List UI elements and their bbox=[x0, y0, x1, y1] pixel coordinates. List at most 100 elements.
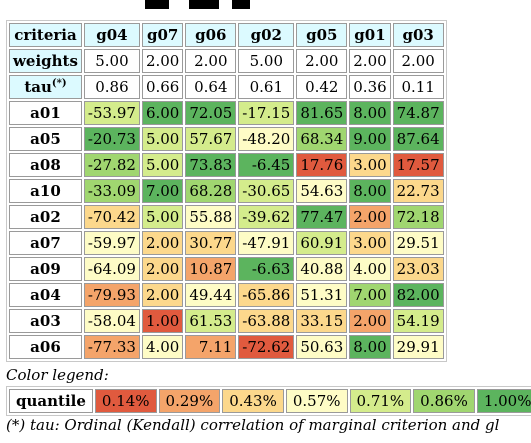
weight-value: 2.00 bbox=[141, 49, 184, 73]
tau-value: 0.36 bbox=[349, 75, 391, 99]
performance-cell: 87.64 bbox=[392, 127, 444, 151]
action-label: a04 bbox=[9, 283, 82, 307]
performance-cell: 9.00 bbox=[349, 127, 391, 151]
performance-cell: -77.33 bbox=[83, 335, 140, 359]
action-label: a08 bbox=[9, 153, 82, 177]
weight-value: 5.00 bbox=[238, 49, 295, 73]
performance-cell: 29.51 bbox=[392, 231, 444, 255]
table-row: a07 -59.97 2.00 30.77 -47.91 60.91 3.00 29.51 bbox=[9, 231, 444, 255]
tau-label: tau(*) bbox=[9, 75, 82, 99]
footnote: (*) tau: Ordinal (Kendall) correlation o… bbox=[6, 416, 500, 434]
table-row: a10 -33.09 7.00 68.28 -30.65 54.63 8.00 22.73 bbox=[9, 179, 444, 203]
criterion-header-g04: g04 bbox=[83, 23, 140, 47]
performance-cell: 50.63 bbox=[296, 335, 348, 359]
color-legend-title: Color legend: bbox=[6, 366, 109, 384]
performance-cell: 7.00 bbox=[349, 283, 391, 307]
performance-cell: 8.00 bbox=[349, 179, 391, 203]
table-row: a09 -64.09 2.00 10.87 -6.63 40.88 4.00 23.03 bbox=[9, 257, 444, 281]
action-label: a06 bbox=[9, 335, 82, 359]
performance-cell: 5.00 bbox=[141, 127, 184, 151]
performance-rows: a01 -53.97 6.00 72.05 -17.15 81.65 8.00 74.87 a0… bbox=[9, 101, 444, 359]
performance-cell: -47.91 bbox=[238, 231, 295, 255]
performance-cell: 77.47 bbox=[296, 205, 348, 229]
performance-cell: 4.00 bbox=[349, 257, 391, 281]
table-row: a04 -79.93 2.00 49.44 -65.86 51.31 7.00 82.00 bbox=[9, 283, 444, 307]
performance-cell: 2.00 bbox=[141, 257, 184, 281]
performance-cell: 6.00 bbox=[141, 101, 184, 125]
criterion-header-g05: g05 bbox=[296, 23, 348, 47]
performance-cell: 2.00 bbox=[349, 309, 391, 333]
performance-cell: 17.57 bbox=[392, 153, 444, 177]
performance-cell: -65.86 bbox=[238, 283, 295, 307]
weights-label: weights bbox=[9, 49, 82, 73]
performance-cell: 2.00 bbox=[141, 283, 184, 307]
action-label: a05 bbox=[9, 127, 82, 151]
table-row: a02 -70.42 5.00 55.88 -39.62 77.47 2.00 72.18 bbox=[9, 205, 444, 229]
performance-cell: 8.00 bbox=[349, 335, 391, 359]
performance-cell: -20.73 bbox=[83, 127, 140, 151]
performance-cell: 68.34 bbox=[296, 127, 348, 151]
performance-cell: 3.00 bbox=[349, 231, 391, 255]
performance-cell: 23.03 bbox=[392, 257, 444, 281]
weights-row: weights 5.00 2.00 2.00 5.00 2.00 2.00 2.00 bbox=[9, 49, 444, 73]
performance-cell: -48.20 bbox=[238, 127, 295, 151]
performance-cell: 4.00 bbox=[141, 335, 184, 359]
performance-cell: -59.97 bbox=[83, 231, 140, 255]
criterion-header-g06: g06 bbox=[185, 23, 237, 47]
action-label: a03 bbox=[9, 309, 82, 333]
performance-cell: -58.04 bbox=[83, 309, 140, 333]
performance-cell: -39.62 bbox=[238, 205, 295, 229]
action-label: a10 bbox=[9, 179, 82, 203]
legend-swatch: 0.86% bbox=[413, 389, 475, 413]
tau-value: 0.86 bbox=[83, 75, 140, 99]
performance-cell: 8.00 bbox=[349, 101, 391, 125]
performance-cell: 7.00 bbox=[141, 179, 184, 203]
performance-cell: -27.82 bbox=[83, 153, 140, 177]
quantile-label: quantile bbox=[9, 389, 93, 413]
performance-cell: 5.00 bbox=[141, 153, 184, 177]
legend-swatch: 0.29% bbox=[158, 389, 221, 413]
performance-cell: 81.65 bbox=[296, 101, 348, 125]
weight-value: 5.00 bbox=[83, 49, 140, 73]
tau-value: 0.64 bbox=[185, 75, 237, 99]
weight-value: 2.00 bbox=[392, 49, 444, 73]
tau-value: 0.11 bbox=[392, 75, 444, 99]
performance-cell: 60.91 bbox=[296, 231, 348, 255]
performance-cell: 17.76 bbox=[296, 153, 348, 177]
performance-cell: 29.91 bbox=[392, 335, 444, 359]
criterion-header-g03: g03 bbox=[392, 23, 444, 47]
performance-cell: 74.87 bbox=[392, 101, 444, 125]
action-label: a01 bbox=[9, 101, 82, 125]
performance-cell: 57.67 bbox=[185, 127, 237, 151]
action-label: a09 bbox=[9, 257, 82, 281]
performance-cell: 49.44 bbox=[185, 283, 237, 307]
weight-value: 2.00 bbox=[296, 49, 348, 73]
performance-cell: 54.63 bbox=[296, 179, 348, 203]
performance-cell: 1.00 bbox=[141, 309, 184, 333]
legend-swatch: 0.14% bbox=[94, 389, 157, 413]
performance-cell: -6.63 bbox=[238, 257, 295, 281]
performance-cell: 10.87 bbox=[185, 257, 237, 281]
performance-cell: 61.53 bbox=[185, 309, 237, 333]
legend-swatch: 0.43% bbox=[222, 389, 284, 413]
criterion-header-g02: g02 bbox=[238, 23, 295, 47]
performance-cell: -70.42 bbox=[83, 205, 140, 229]
performance-cell: 51.31 bbox=[296, 283, 348, 307]
color-legend: quantile 0.14% 0.29% 0.43% 0.57% 0.71% 0.86% 1… bbox=[6, 386, 531, 416]
performance-cell: 54.19 bbox=[392, 309, 444, 333]
performance-cell: -64.09 bbox=[83, 257, 140, 281]
table-row: a05 -20.73 5.00 57.67 -48.20 68.34 9.00 87.64 bbox=[9, 127, 444, 151]
performance-cell: 55.88 bbox=[185, 205, 237, 229]
performance-cell: 68.28 bbox=[185, 179, 237, 203]
performance-cell: -30.65 bbox=[238, 179, 295, 203]
weight-value: 2.00 bbox=[349, 49, 391, 73]
table-row: a08 -27.82 5.00 73.83 -6.45 17.76 3.00 17.57 bbox=[9, 153, 444, 177]
performance-cell: 82.00 bbox=[392, 283, 444, 307]
performance-cell: 7.11 bbox=[185, 335, 237, 359]
performance-cell: -6.45 bbox=[238, 153, 295, 177]
performance-heatmap-table: criteria g04 g07 g06 g02 g05 g01 g03 weights 5… bbox=[6, 20, 447, 362]
criteria-label: criteria bbox=[9, 23, 82, 47]
performance-cell: -33.09 bbox=[83, 179, 140, 203]
performance-cell: 33.15 bbox=[296, 309, 348, 333]
performance-cell: 5.00 bbox=[141, 205, 184, 229]
